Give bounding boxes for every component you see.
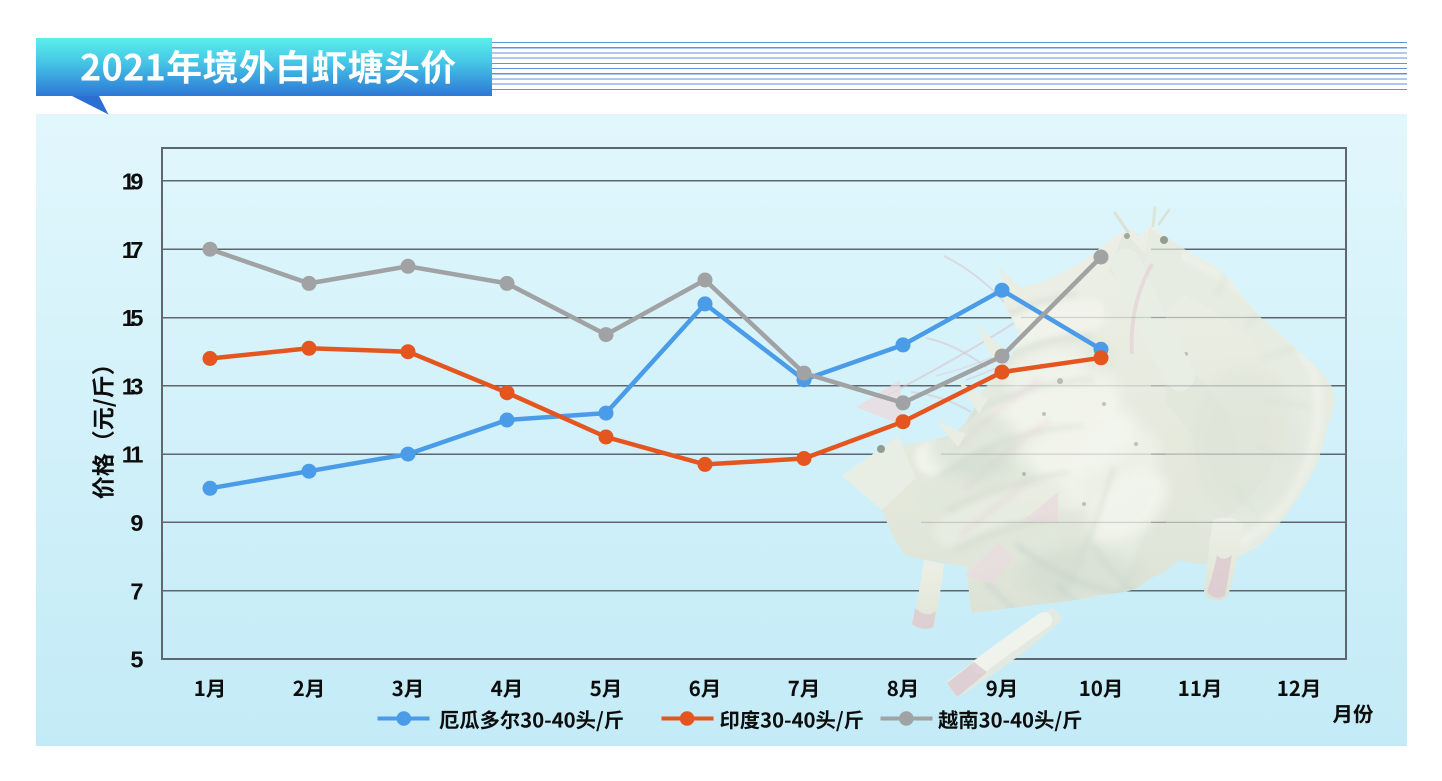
svg-text:15: 15 [122, 305, 144, 331]
svg-text:11: 11 [122, 442, 144, 468]
svg-text:5: 5 [130, 647, 143, 673]
svg-text:13: 13 [122, 373, 144, 399]
svg-text:9: 9 [130, 510, 143, 536]
svg-text:7: 7 [130, 578, 143, 604]
svg-text:19: 19 [122, 169, 144, 195]
svg-text:17: 17 [122, 237, 144, 263]
